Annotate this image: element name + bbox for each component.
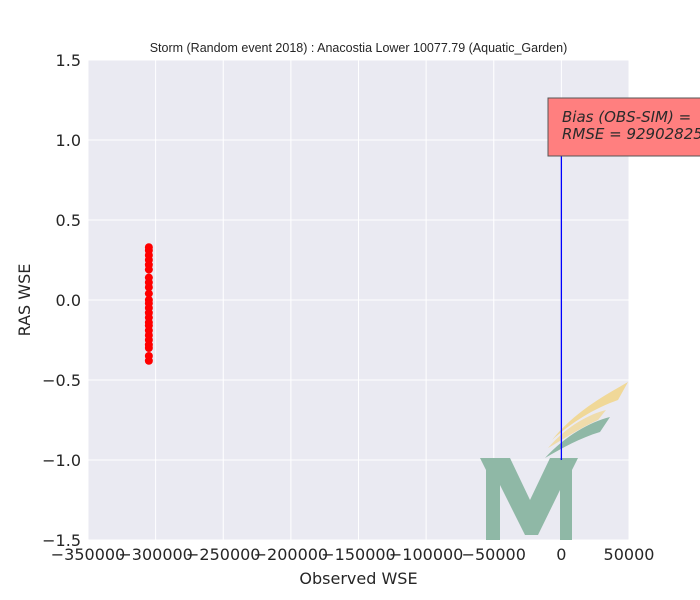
annotation-bias: Bias (OBS-SIM) = [562, 108, 691, 126]
y-tick-labels: −1.5 −1.0 −0.5 0.0 0.5 1.0 1.5 [42, 51, 81, 550]
series-points [144, 243, 153, 365]
y-tick-label: −1.0 [42, 451, 81, 470]
x-tick-label: 0 [556, 545, 566, 564]
watermark-logo [480, 382, 628, 540]
data-point [144, 344, 153, 352]
x-tick-labels: −350000−300000−250000−200000−150000−1000… [51, 545, 655, 564]
data-point [144, 283, 153, 292]
annotation-box [547, 97, 700, 157]
x-tick-label: −50000 [462, 545, 526, 564]
x-axis-label: Observed WSE [299, 569, 417, 588]
data-point [144, 265, 153, 274]
y-tick-label: 1.0 [56, 131, 81, 150]
watermark-leaf-top [552, 382, 628, 440]
data-point [144, 356, 153, 365]
x-tick-label: −200000 [254, 545, 328, 564]
watermark-leaf-bottom [548, 410, 606, 448]
x-tick-label: 50000 [604, 545, 655, 564]
y-axis-label: RAS WSE [15, 264, 34, 337]
y-tick-label: −0.5 [42, 371, 81, 390]
chart-title: Storm (Random event 2018) : Anacostia Lo… [150, 41, 568, 55]
y-tick-label: 0.5 [56, 211, 81, 230]
watermark-m-letter [480, 458, 578, 540]
y-tick-label: −1.5 [42, 531, 81, 550]
y-tick-label: 0.0 [56, 291, 81, 310]
y-tick-label: 1.5 [56, 51, 81, 70]
data-point [144, 289, 153, 298]
x-tick-label: −100000 [389, 545, 463, 564]
x-tick-label: −250000 [186, 545, 260, 564]
annotation-rmse: RMSE = 92902825 [562, 125, 700, 143]
x-tick-label: −150000 [321, 545, 395, 564]
x-tick-label: −300000 [118, 545, 192, 564]
x-tick-label: −350000 [51, 545, 125, 564]
stats-annotation: Bias (OBS-SIM) = RMSE = 92902825 [547, 97, 700, 157]
